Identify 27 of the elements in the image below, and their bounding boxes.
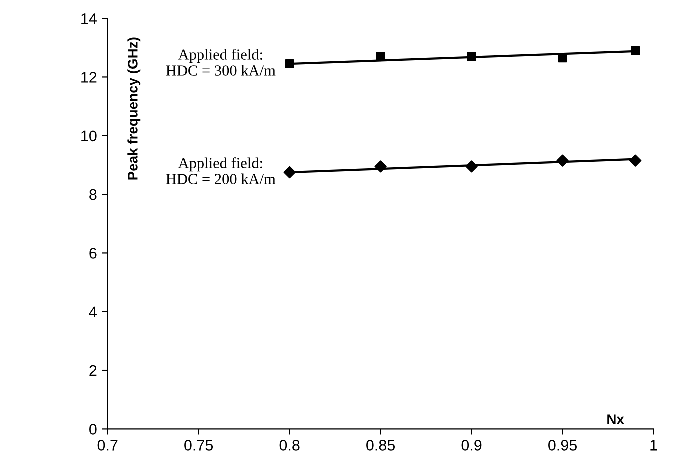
x-tick-label: 0.9 <box>462 440 482 451</box>
y-tick-label: 14 <box>82 14 97 24</box>
y-tick-label: 12 <box>82 72 97 83</box>
point <box>556 154 569 167</box>
y-tick-label: 6 <box>90 248 97 259</box>
y-tick-label: 4 <box>89 306 97 318</box>
annotation: Applied field: HDC = 200 kA/m <box>166 158 276 184</box>
y-axis-title: Peak frequency (GHz) <box>128 38 141 180</box>
x-axis-title: Nx <box>608 414 624 424</box>
point <box>285 60 294 69</box>
point <box>374 160 387 173</box>
point <box>466 160 478 173</box>
point <box>284 166 296 179</box>
y-tick-label: 8 <box>90 189 97 200</box>
annotation: Applied field: HDC = 300 kA/m <box>166 49 276 76</box>
x-tick-label: 0.75 <box>184 440 214 451</box>
y-tick-label: 0 <box>90 424 97 435</box>
x-tick-label: 1 <box>650 440 658 451</box>
y-tick-label: 10 <box>82 130 97 142</box>
x-tick-label: 0.7 <box>98 440 118 451</box>
x-tick-label: 0.95 <box>548 440 578 451</box>
x-tick-label: 0.85 <box>366 440 396 451</box>
point <box>630 154 642 167</box>
y-tick-label: 2 <box>90 365 97 376</box>
point <box>631 46 640 56</box>
point <box>467 52 476 62</box>
x-tick-label: 0.8 <box>280 440 300 451</box>
